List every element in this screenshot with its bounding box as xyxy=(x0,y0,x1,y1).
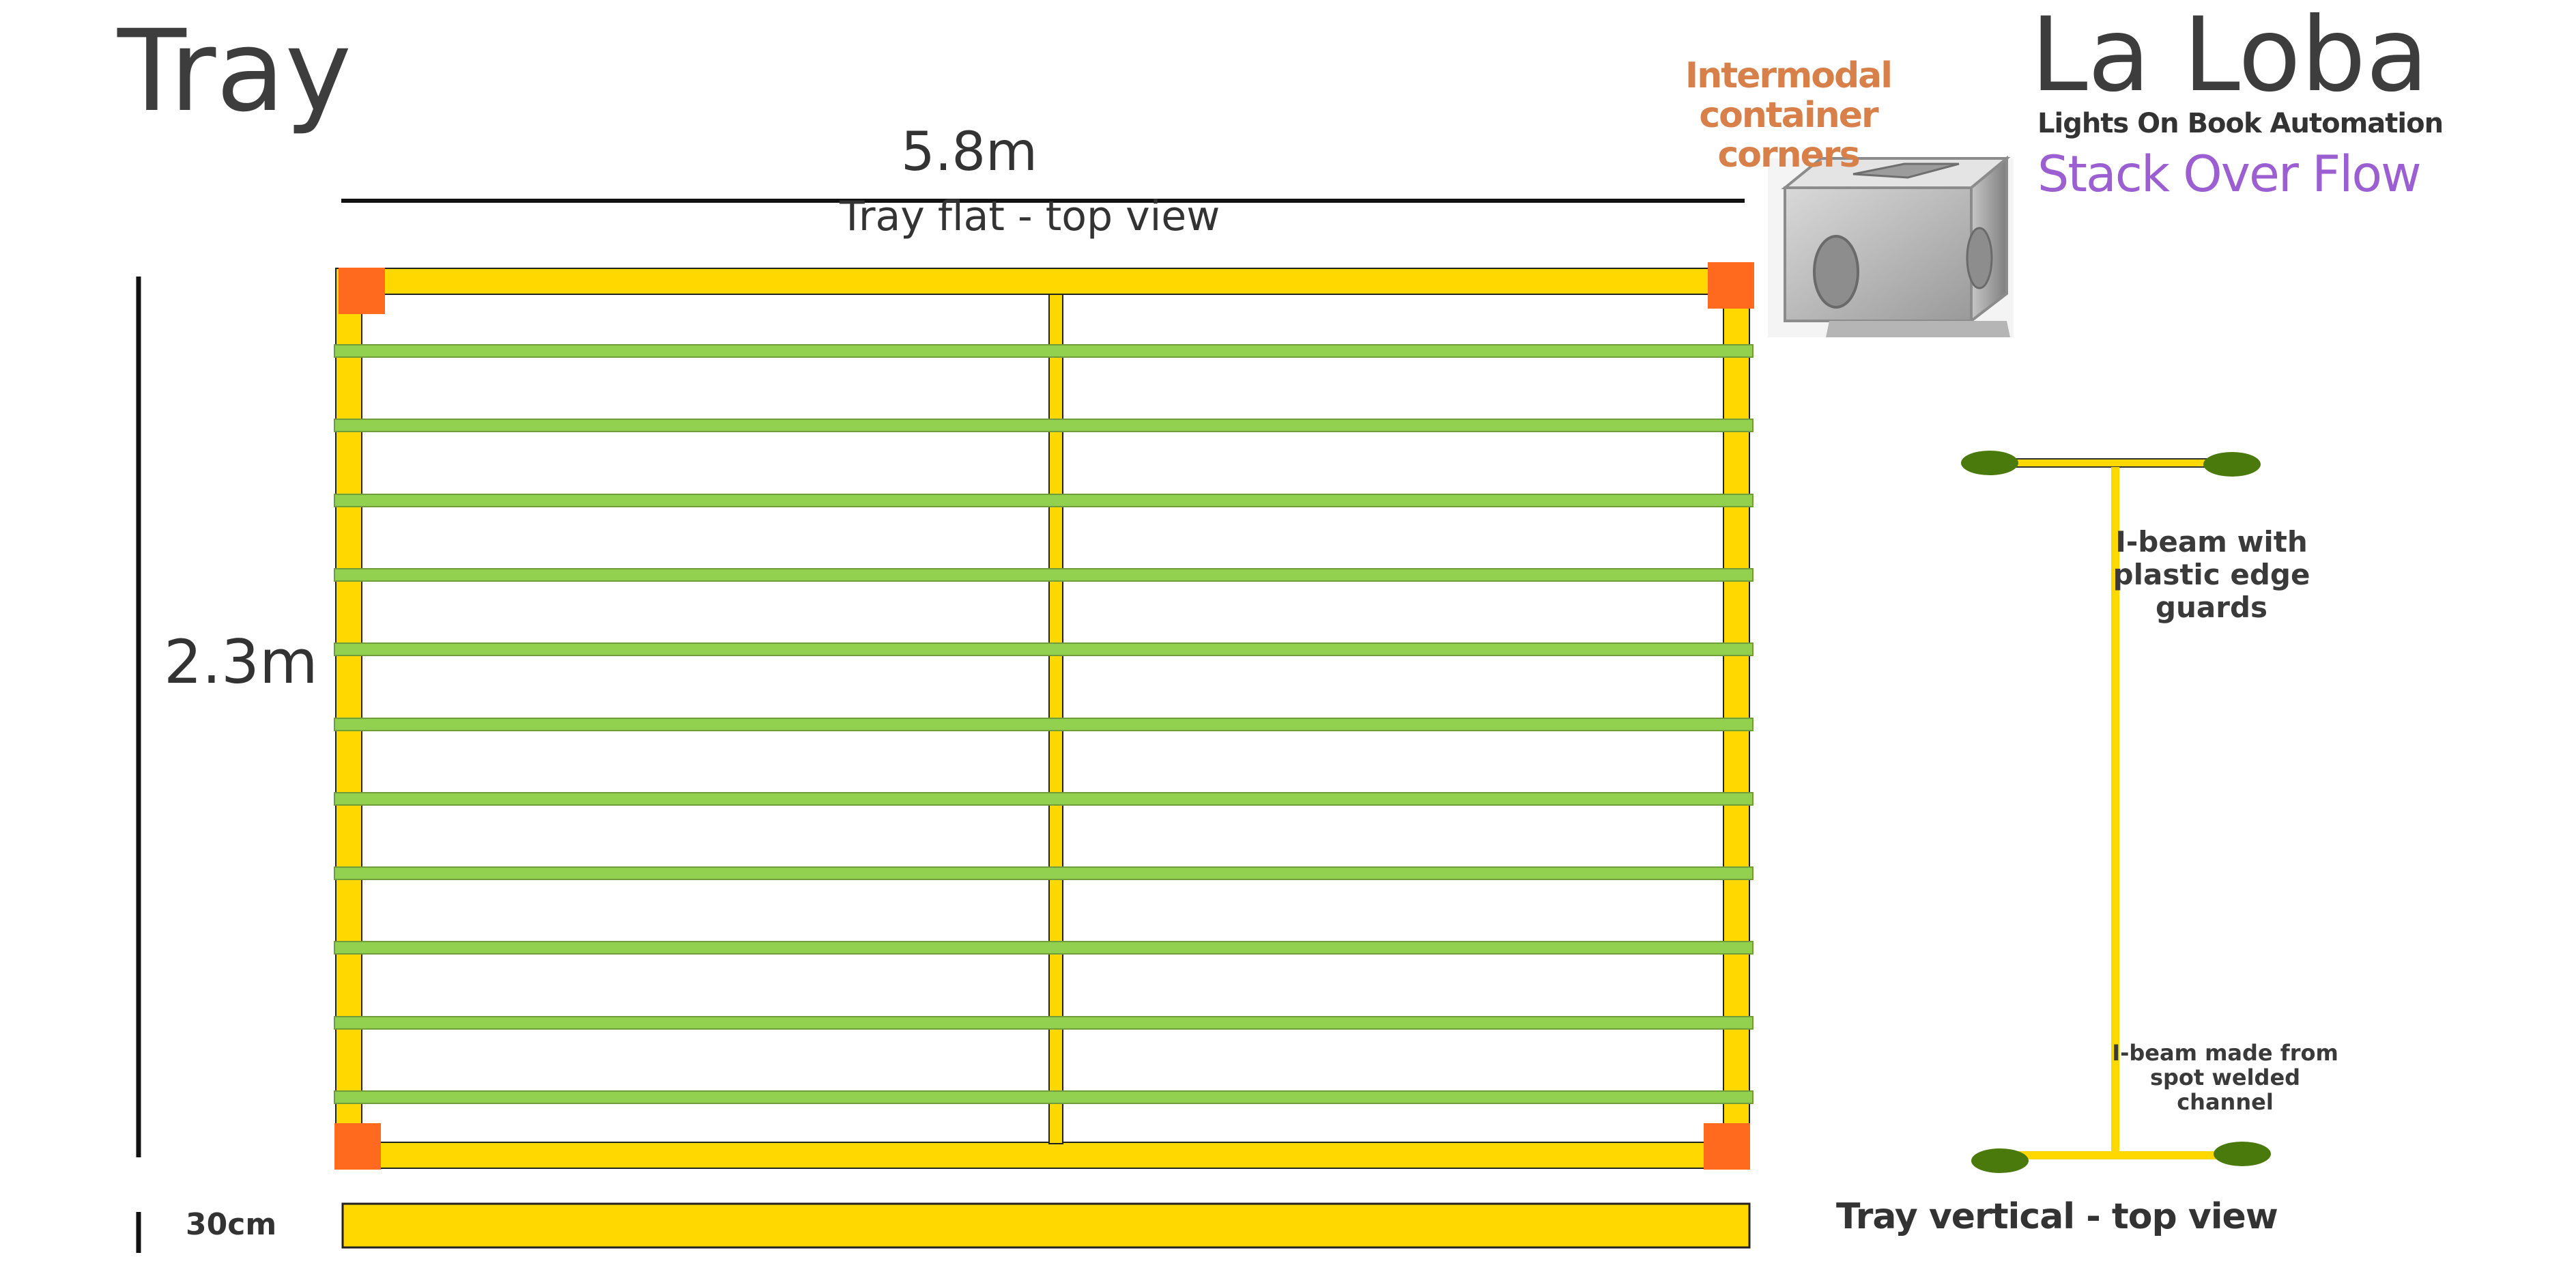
tray-vertical-caption: Tray vertical - top view xyxy=(1836,1196,2278,1237)
tray-slat xyxy=(334,642,1754,656)
page-title: Tray xyxy=(117,5,352,137)
ibeam-flange-bottom xyxy=(1999,1151,2222,1159)
edge-guard-top-left xyxy=(1961,451,2018,475)
ibeam-web xyxy=(2111,467,2119,1155)
edge-guard-top-right xyxy=(2203,452,2261,477)
ibeam-section xyxy=(1961,451,2271,1173)
tray-slat xyxy=(334,1016,1754,1030)
tray-slat xyxy=(334,792,1754,806)
slat-group xyxy=(334,344,1754,1104)
tray-depth-label: 30cm xyxy=(186,1207,277,1242)
tray-flat-caption: Tray flat - top view xyxy=(840,193,1220,240)
brand-tagline: Stack Over Flow xyxy=(2037,145,2422,203)
edge-guard-bottom-left xyxy=(1971,1148,2029,1173)
tray-slat xyxy=(334,718,1754,731)
tray-slat xyxy=(334,866,1754,880)
corner-casting-top-left xyxy=(339,268,385,314)
corner-casting-bottom-right xyxy=(1704,1123,1750,1170)
tray-frame-top xyxy=(335,268,1750,295)
edge-guard-bottom-right xyxy=(2214,1142,2271,1166)
tray-slat xyxy=(334,941,1754,955)
corner-casting-top-right xyxy=(1708,262,1754,309)
tray-vertical-bar xyxy=(341,1202,1751,1249)
tray-slat xyxy=(334,419,1754,432)
tray-width-label: 5.8m xyxy=(901,122,1038,183)
ibeam-guard-label: I-beam with plastic edge guards xyxy=(2113,525,2310,624)
tray-frame-bottom xyxy=(335,1142,1750,1169)
container-corner-casting-icon xyxy=(1768,155,2014,337)
brand-name: La Loba xyxy=(2031,0,2429,115)
container-corners-label: Intermodal container corners xyxy=(1685,55,1893,175)
tray-slat xyxy=(334,1090,1754,1104)
ibeam-channel-label: I-beam made from spot welded channel xyxy=(2112,1040,2338,1115)
corner-casting-bottom-left xyxy=(334,1123,381,1170)
tray-slat xyxy=(334,568,1754,582)
tray-slat xyxy=(334,494,1754,507)
tray-slat xyxy=(334,344,1754,358)
ibeam-flange-top xyxy=(1987,458,2207,468)
tray-height-label: 2.3m xyxy=(164,627,318,697)
brand-subtitle: Lights On Book Automation xyxy=(2037,108,2444,139)
